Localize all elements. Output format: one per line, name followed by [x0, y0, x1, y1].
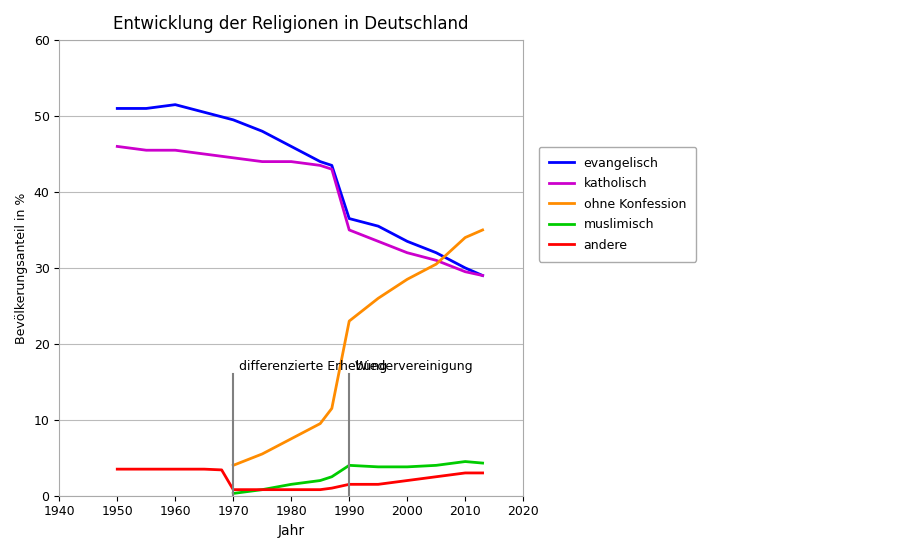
andere: [402, 477, 413, 484]
andere: [140, 466, 151, 472]
evangelisch: [112, 105, 123, 112]
katholisch: [326, 166, 337, 173]
andere: [326, 485, 337, 492]
katholisch: [431, 257, 442, 264]
katholisch: [170, 147, 181, 154]
katholisch: [112, 143, 123, 150]
Line: muslimisch: muslimisch: [233, 462, 483, 493]
ohne Konfession: [315, 420, 326, 427]
Y-axis label: Bevölkerungsanteil in %: Bevölkerungsanteil in %: [15, 192, 28, 343]
andere: [343, 481, 354, 488]
andere: [198, 466, 209, 472]
katholisch: [315, 162, 326, 169]
evangelisch: [198, 109, 209, 116]
katholisch: [228, 154, 239, 161]
muslimisch: [257, 486, 268, 493]
ohne Konfession: [285, 435, 297, 442]
katholisch: [477, 272, 488, 279]
andere: [460, 469, 471, 476]
Line: andere: andere: [118, 469, 483, 489]
Line: katholisch: katholisch: [118, 147, 483, 275]
ohne Konfession: [228, 462, 239, 468]
muslimisch: [431, 462, 442, 468]
andere: [228, 486, 239, 493]
muslimisch: [373, 463, 384, 470]
evangelisch: [140, 105, 151, 112]
andere: [315, 486, 326, 493]
katholisch: [343, 227, 354, 233]
X-axis label: Jahr: Jahr: [277, 524, 305, 538]
evangelisch: [315, 158, 326, 165]
evangelisch: [477, 272, 488, 279]
muslimisch: [477, 460, 488, 466]
katholisch: [140, 147, 151, 154]
andere: [216, 467, 227, 473]
ohne Konfession: [477, 227, 488, 233]
andere: [170, 466, 181, 472]
muslimisch: [343, 462, 354, 468]
ohne Konfession: [373, 295, 384, 301]
muslimisch: [285, 481, 297, 488]
evangelisch: [285, 143, 297, 150]
Line: evangelisch: evangelisch: [118, 105, 483, 275]
Text: differenzierte Erhebung: differenzierte Erhebung: [239, 360, 387, 373]
muslimisch: [326, 473, 337, 480]
Text: Wiedervereinigung: Wiedervereinigung: [355, 360, 474, 373]
evangelisch: [170, 101, 181, 108]
Legend: evangelisch, katholisch, ohne Konfession, muslimisch, andere: evangelisch, katholisch, ohne Konfession…: [539, 147, 696, 262]
katholisch: [402, 249, 413, 256]
andere: [257, 486, 268, 493]
ohne Konfession: [431, 261, 442, 268]
muslimisch: [402, 463, 413, 470]
katholisch: [460, 268, 471, 275]
ohne Konfession: [460, 234, 471, 241]
evangelisch: [373, 223, 384, 229]
katholisch: [373, 238, 384, 244]
andere: [373, 481, 384, 488]
andere: [112, 466, 123, 472]
Line: ohne Konfession: ohne Konfession: [233, 230, 483, 465]
evangelisch: [460, 264, 471, 271]
evangelisch: [228, 117, 239, 123]
ohne Konfession: [326, 405, 337, 412]
evangelisch: [257, 128, 268, 134]
ohne Konfession: [402, 276, 413, 283]
ohne Konfession: [343, 318, 354, 325]
ohne Konfession: [257, 451, 268, 457]
katholisch: [257, 158, 268, 165]
muslimisch: [460, 458, 471, 465]
andere: [477, 469, 488, 476]
evangelisch: [343, 215, 354, 222]
katholisch: [285, 158, 297, 165]
evangelisch: [326, 162, 337, 169]
andere: [431, 473, 442, 480]
muslimisch: [228, 490, 239, 497]
evangelisch: [402, 238, 413, 244]
Title: Entwicklung der Religionen in Deutschland: Entwicklung der Religionen in Deutschlan…: [114, 15, 469, 33]
muslimisch: [315, 477, 326, 484]
andere: [285, 486, 297, 493]
evangelisch: [431, 249, 442, 256]
katholisch: [198, 151, 209, 158]
